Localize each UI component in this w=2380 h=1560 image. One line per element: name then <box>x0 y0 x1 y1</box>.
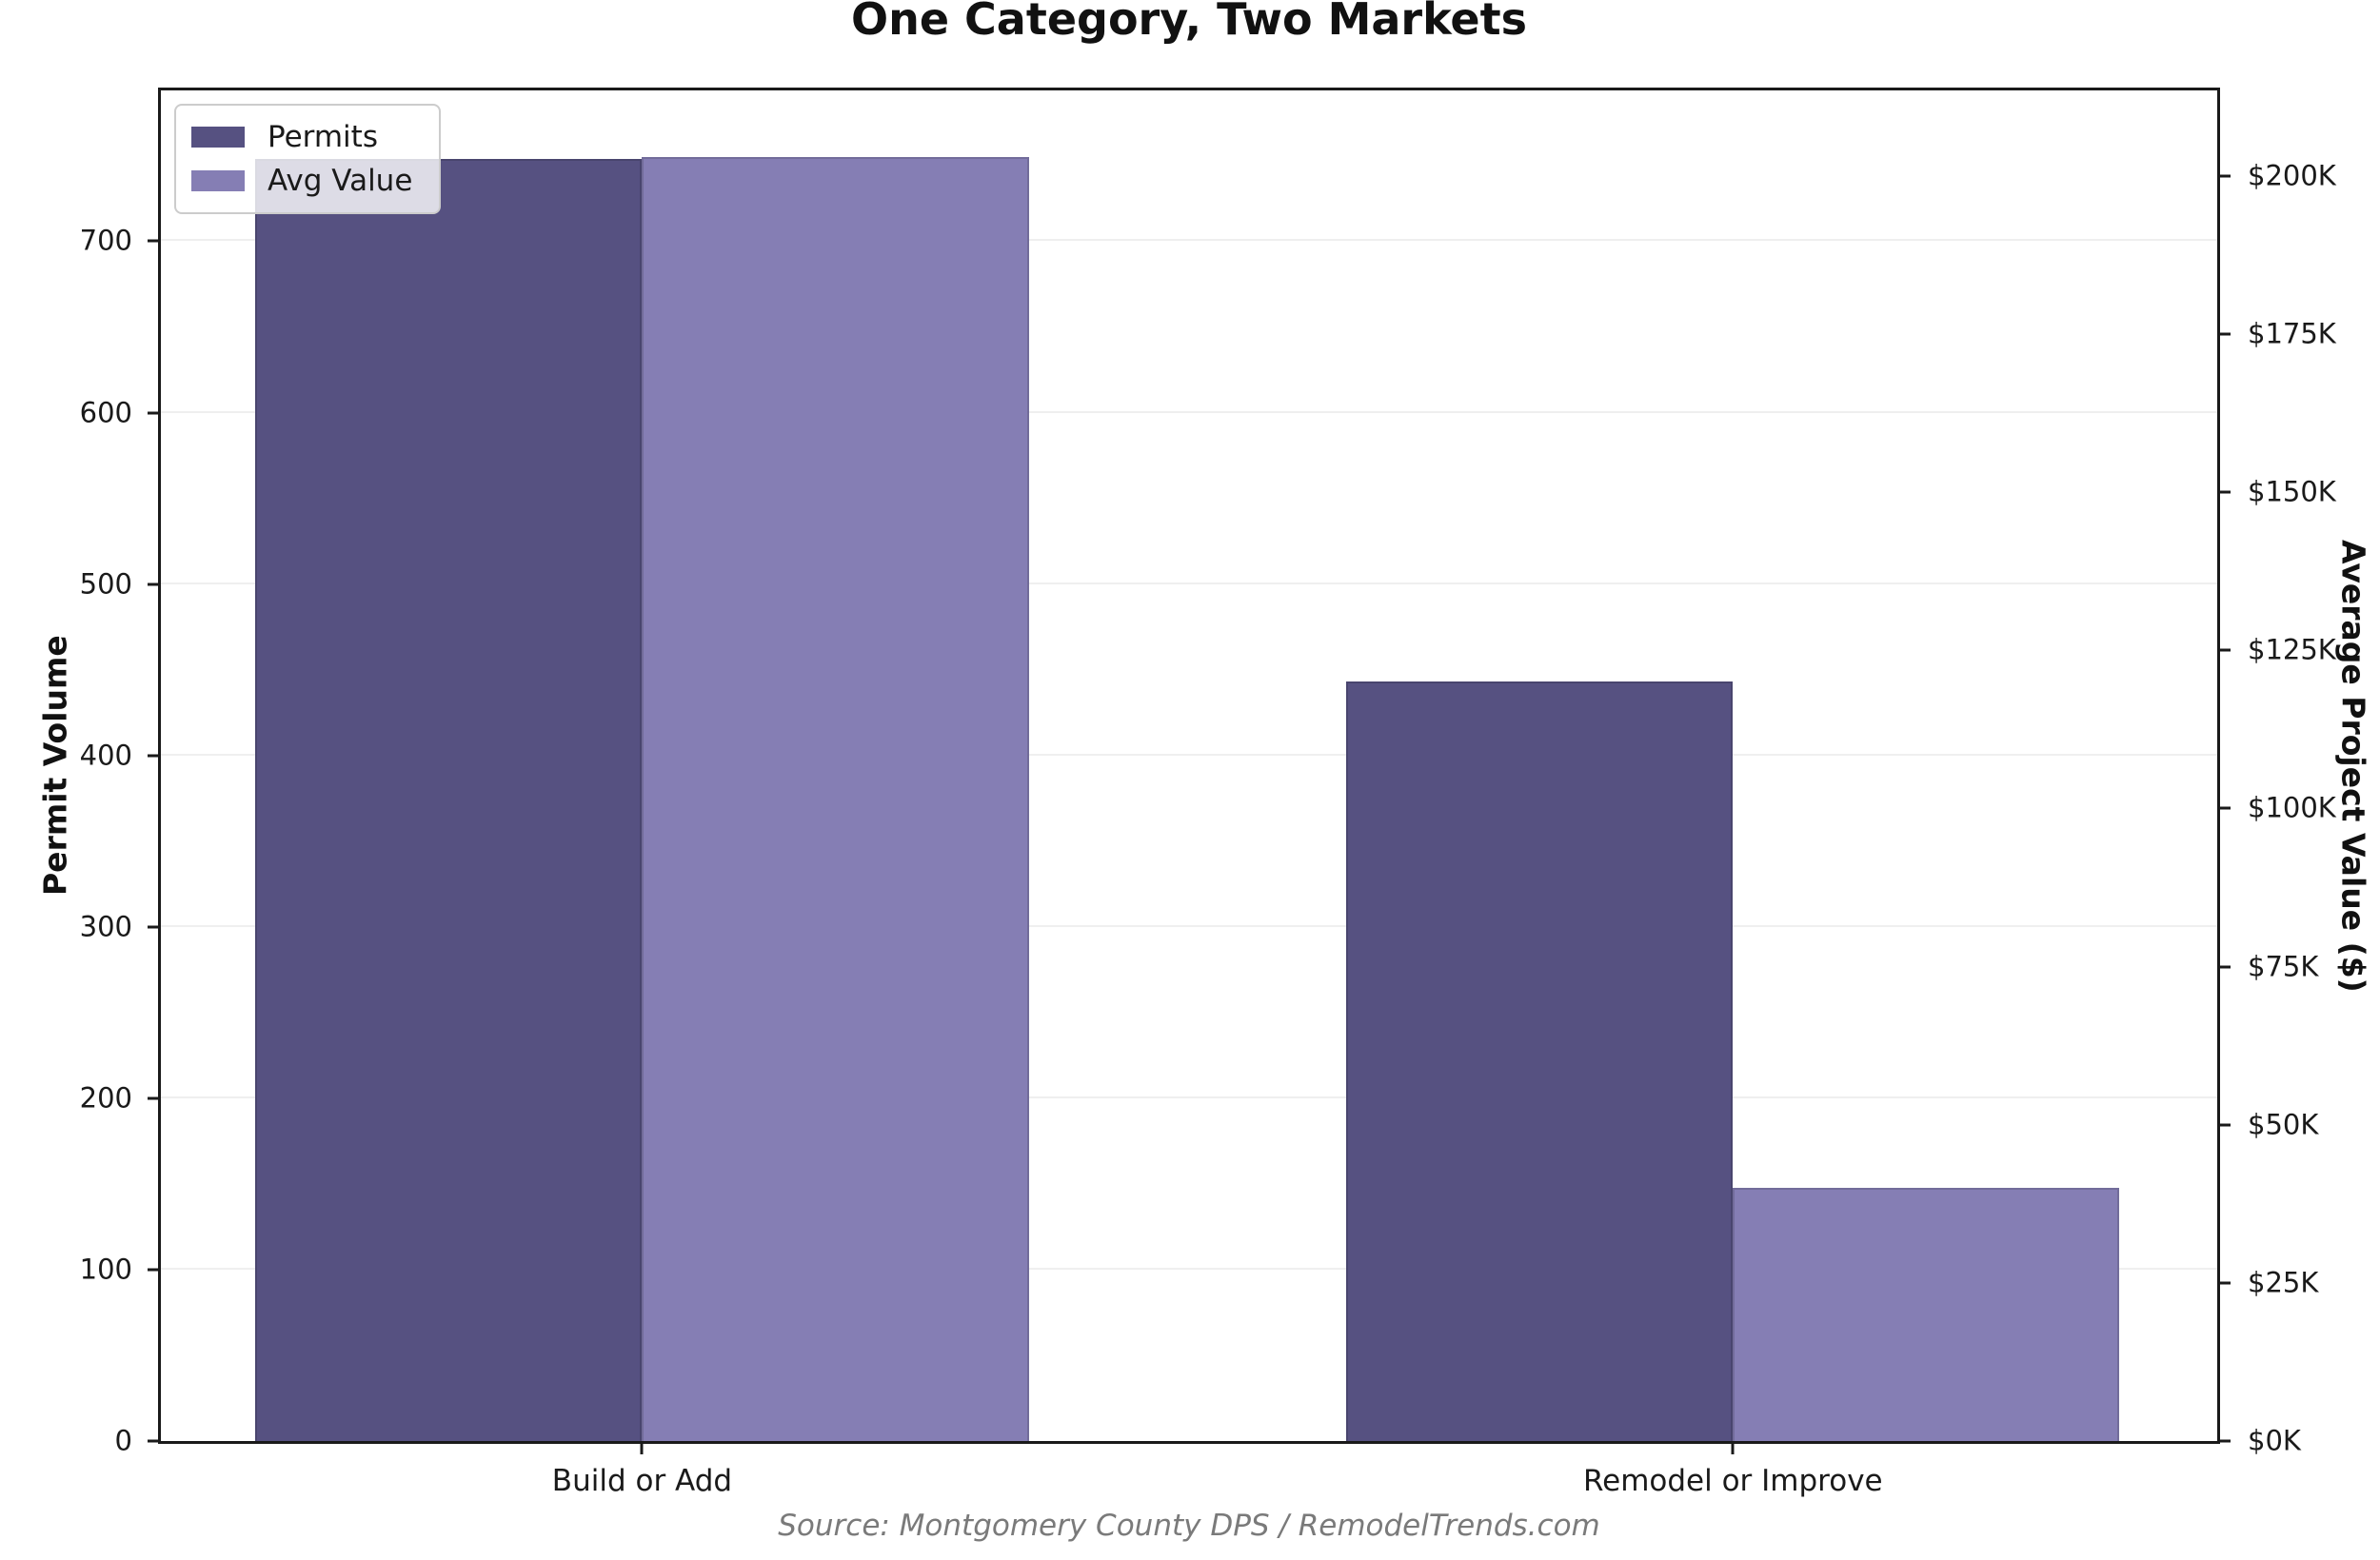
x-axis-tick-0 <box>640 1441 644 1454</box>
right-axis-tick-label-175000: $175K <box>2248 317 2336 350</box>
right-axis-tick-label-150000: $150K <box>2248 475 2336 508</box>
left-axis-tick-500 <box>148 583 161 586</box>
right-axis-tick-label-25000: $25K <box>2248 1266 2319 1299</box>
left-axis-tick-label-700: 700 <box>79 224 132 257</box>
bar-permits-build-or-add <box>255 159 643 1441</box>
right-axis-tick-125000 <box>2217 648 2231 652</box>
left-axis-tick-400 <box>148 754 161 758</box>
legend-item-avg-value: Avg Value <box>191 159 412 203</box>
right-axis-tick-100000 <box>2217 806 2231 810</box>
right-axis-tick-0 <box>2217 1439 2231 1443</box>
legend-item-permits: Permits <box>191 115 412 159</box>
right-axis-tick-label-50000: $50K <box>2248 1108 2319 1141</box>
left-axis-tick-700 <box>148 239 161 243</box>
left-axis-tick-label-600: 600 <box>79 396 132 429</box>
gridline-500 <box>161 582 2217 584</box>
right-axis-label: Average Project Value ($) <box>2334 539 2372 993</box>
gridline-200 <box>161 1096 2217 1098</box>
left-axis-tick-0 <box>148 1439 161 1443</box>
left-axis-tick-label-100: 100 <box>79 1253 132 1286</box>
right-axis-tick-label-100000: $100K <box>2248 791 2336 824</box>
left-axis-tick-label-0: 0 <box>114 1424 132 1457</box>
plot-area: Permits Avg Value 0 100 200 300 400 500 600 700… <box>80 88 2336 1498</box>
right-axis-tick-150000 <box>2217 490 2231 494</box>
right-axis-tick-label-75000: $75K <box>2248 950 2319 983</box>
legend-label-avg-value: Avg Value <box>268 163 413 198</box>
avg-value-swatch-icon <box>191 170 245 191</box>
bar-avg-value-build-or-add <box>642 156 1029 1441</box>
right-axis-tick-label-200000: $200K <box>2248 159 2336 192</box>
right-axis-tick-label-0: $0K <box>2248 1424 2301 1457</box>
legend-label-permits: Permits <box>268 119 378 154</box>
left-axis-tick-100 <box>148 1268 161 1272</box>
chart-title: One Category, Two Markets <box>850 0 1528 45</box>
legend: Permits Avg Value <box>174 104 442 214</box>
gridline-400 <box>161 753 2217 756</box>
right-axis-tick-label-125000: $125K <box>2248 633 2336 666</box>
x-axis-tick-1 <box>1731 1441 1735 1454</box>
left-axis-tick-label-400: 400 <box>79 739 132 772</box>
left-axis-tick-label-300: 300 <box>79 910 132 943</box>
left-axis-tick-600 <box>148 411 161 415</box>
right-axis-tick-200000 <box>2217 174 2231 178</box>
permits-swatch-icon <box>191 127 245 148</box>
gridline-300 <box>161 924 2217 927</box>
right-axis-tick-50000 <box>2217 1123 2231 1127</box>
left-axis-tick-200 <box>148 1096 161 1100</box>
right-axis-tick-25000 <box>2217 1281 2231 1285</box>
left-axis-tick-label-200: 200 <box>79 1081 132 1115</box>
right-axis-tick-75000 <box>2217 965 2231 969</box>
bar-permits-remodel-or-improve <box>1346 681 1734 1441</box>
category-label-remodel-or-improve: Remodel or Improve <box>1582 1464 1883 1498</box>
left-axis-label: Permit Volume <box>36 635 74 897</box>
right-axis-tick-175000 <box>2217 332 2231 336</box>
category-label-build-or-add: Build or Add <box>551 1464 733 1498</box>
left-axis-tick-300 <box>148 925 161 929</box>
gridline-100 <box>161 1267 2217 1270</box>
source-caption: Source: Montgomery County DPS / RemodelT… <box>778 1509 1600 1543</box>
left-axis-tick-label-500: 500 <box>79 567 132 601</box>
gridline-700 <box>161 239 2217 242</box>
bar-avg-value-remodel-or-improve <box>1733 1188 2120 1441</box>
gridline-600 <box>161 410 2217 413</box>
